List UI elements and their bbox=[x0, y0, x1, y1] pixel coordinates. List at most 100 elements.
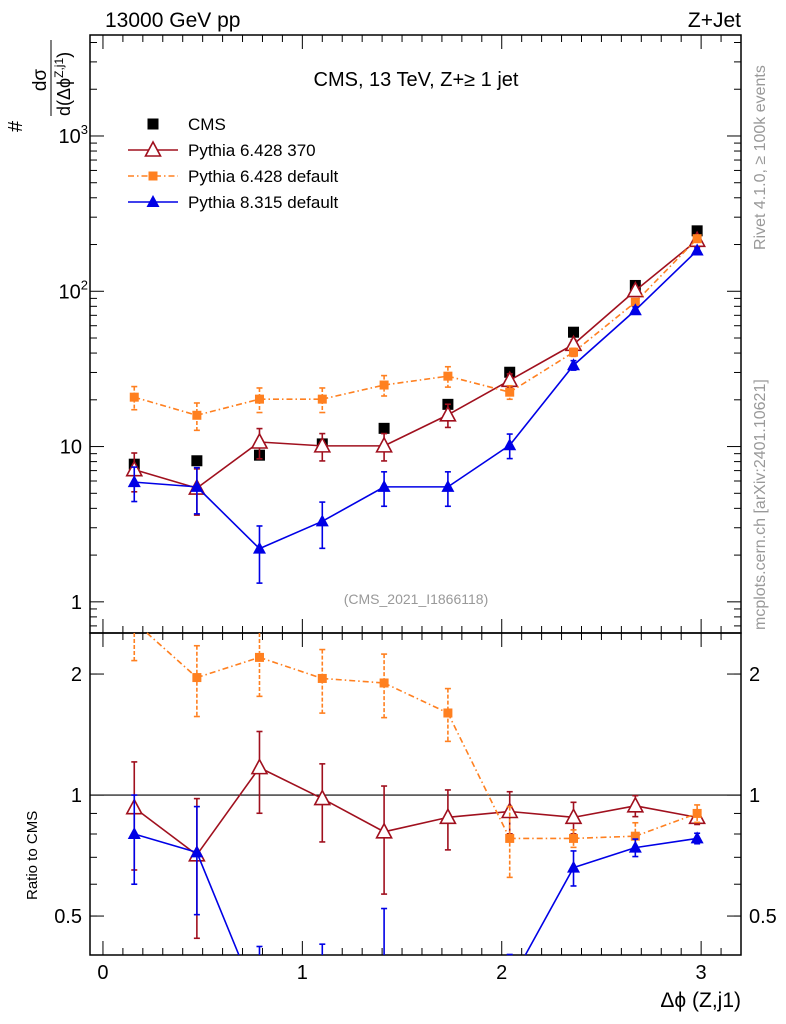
data-point-triangle bbox=[690, 243, 704, 256]
data-point-square bbox=[317, 394, 327, 404]
series-line-p6_370 bbox=[635, 805, 698, 819]
series-p6_def bbox=[131, 632, 702, 879]
panel-frame bbox=[89, 632, 742, 956]
series-p8 bbox=[127, 794, 704, 956]
series-group bbox=[125, 225, 706, 584]
data-point-square bbox=[254, 394, 264, 404]
series-line-p8 bbox=[447, 444, 511, 488]
series-p8 bbox=[127, 243, 704, 584]
series-line-p8 bbox=[134, 481, 197, 488]
series-line-p6_def bbox=[383, 682, 449, 714]
analysis-label: (CMS_2021_I1866118) bbox=[344, 591, 489, 607]
data-point-square bbox=[129, 392, 139, 402]
series-group bbox=[125, 632, 706, 956]
data-point-square bbox=[192, 673, 202, 683]
data-point-square bbox=[191, 455, 203, 467]
data-point-square bbox=[254, 652, 264, 662]
series-line-p6_def bbox=[573, 835, 636, 840]
data-point-open-triangle bbox=[439, 807, 457, 825]
series-line-p8 bbox=[573, 846, 636, 869]
series-line-p8 bbox=[196, 486, 261, 550]
series-line-p6_def bbox=[146, 632, 198, 679]
data-point-triangle bbox=[567, 358, 581, 371]
data-point-triangle bbox=[252, 541, 266, 554]
main-panel: 1 10 102 103 bbox=[59, 34, 742, 634]
main-title: CMS, 13 TeV, Z+≥ 1 jet bbox=[314, 69, 519, 91]
y-tick-label-right: 0.5 bbox=[749, 906, 777, 928]
series-line-p8 bbox=[524, 867, 575, 956]
rivet-label: Rivet 4.1.0, ≥ 100k events bbox=[752, 65, 769, 250]
y-tick-label: 1 bbox=[71, 592, 82, 614]
data-point-square bbox=[148, 171, 158, 181]
x-tick-label: 0 bbox=[97, 962, 108, 984]
series-line-p6_def bbox=[509, 351, 574, 393]
data-point-square bbox=[569, 347, 579, 357]
data-point-triangle bbox=[315, 514, 329, 527]
legend-label: Pythia 6.428 370 bbox=[188, 141, 316, 160]
series-line-p6_def bbox=[635, 812, 698, 837]
data-point-square bbox=[630, 297, 640, 307]
data-point-square bbox=[378, 422, 390, 434]
data-point-open-triangle bbox=[250, 432, 269, 449]
x-axis-label: Δϕ (Z,j1) bbox=[660, 989, 741, 1012]
series-line-p6_370 bbox=[447, 379, 511, 416]
data-point-square bbox=[147, 118, 159, 130]
data-point-triangle bbox=[441, 479, 455, 492]
data-point-open-triangle bbox=[144, 140, 162, 157]
series-line-p6_370 bbox=[259, 441, 323, 447]
series-line-p6_370 bbox=[447, 810, 510, 819]
data-point-square bbox=[443, 371, 453, 381]
series-cms bbox=[128, 225, 703, 470]
data-point-triangle bbox=[146, 195, 160, 207]
header-right: Z+Jet bbox=[688, 9, 741, 32]
series-line-p8 bbox=[509, 364, 575, 446]
series-line-p6_def bbox=[196, 656, 260, 679]
data-point-open-triangle bbox=[375, 436, 393, 453]
series-line-p6_370 bbox=[634, 239, 698, 292]
data-point-open-triangle bbox=[313, 436, 332, 453]
series-p6_def bbox=[129, 234, 702, 432]
series-line-p8 bbox=[572, 309, 636, 366]
data-point-square bbox=[379, 380, 389, 390]
series-line-p6_370 bbox=[509, 343, 574, 382]
header-left: 13000 GeV pp bbox=[105, 9, 240, 32]
data-point-square bbox=[692, 234, 702, 244]
y-tick-label: 2 bbox=[71, 664, 82, 686]
data-point-triangle bbox=[190, 845, 204, 858]
data-point-open-triangle bbox=[564, 807, 583, 825]
y-axis-numerator: dσ bbox=[30, 69, 51, 92]
series-line-p8 bbox=[634, 249, 698, 311]
data-point-triangle bbox=[127, 475, 141, 488]
data-point-triangle bbox=[190, 479, 204, 492]
data-point-square bbox=[505, 387, 515, 397]
y-axis-hash: # bbox=[5, 120, 27, 132]
series-line-p6_370 bbox=[133, 807, 198, 856]
series-line-p6_370 bbox=[383, 414, 449, 447]
series-line-p6_370 bbox=[196, 441, 260, 489]
series-line-p6_370 bbox=[572, 289, 636, 345]
data-point-square bbox=[630, 831, 640, 841]
data-point-square bbox=[443, 708, 453, 718]
series-line-p6_370 bbox=[134, 468, 198, 489]
y-tick-label: 10 bbox=[60, 437, 82, 459]
series-line-p6_def bbox=[196, 398, 260, 417]
series-line-p6_def bbox=[447, 712, 511, 839]
data-point-open-triangle bbox=[439, 405, 457, 422]
series-line-p6_370 bbox=[259, 766, 323, 800]
data-point-triangle bbox=[127, 826, 141, 839]
data-point-square bbox=[568, 326, 580, 338]
series-line-p6_370 bbox=[509, 810, 574, 819]
legend-label: CMS bbox=[188, 115, 226, 134]
data-point-triangle bbox=[567, 860, 581, 873]
series-line-p6_def bbox=[383, 375, 449, 386]
data-point-square bbox=[379, 678, 389, 688]
data-point-triangle bbox=[377, 479, 391, 492]
legend: CMS Pythia 6.428 370 Pythia 6.428 default P… bbox=[128, 115, 339, 212]
data-point-square bbox=[505, 833, 515, 843]
data-point-triangle bbox=[690, 831, 704, 844]
y-tick-label-right: 1 bbox=[749, 785, 760, 807]
x-tick-label: 1 bbox=[297, 962, 308, 984]
ratio-panel: 0.5 0.5 1 1 2 2 0 1 2 3 bbox=[54, 632, 777, 984]
data-point-square bbox=[317, 673, 327, 683]
